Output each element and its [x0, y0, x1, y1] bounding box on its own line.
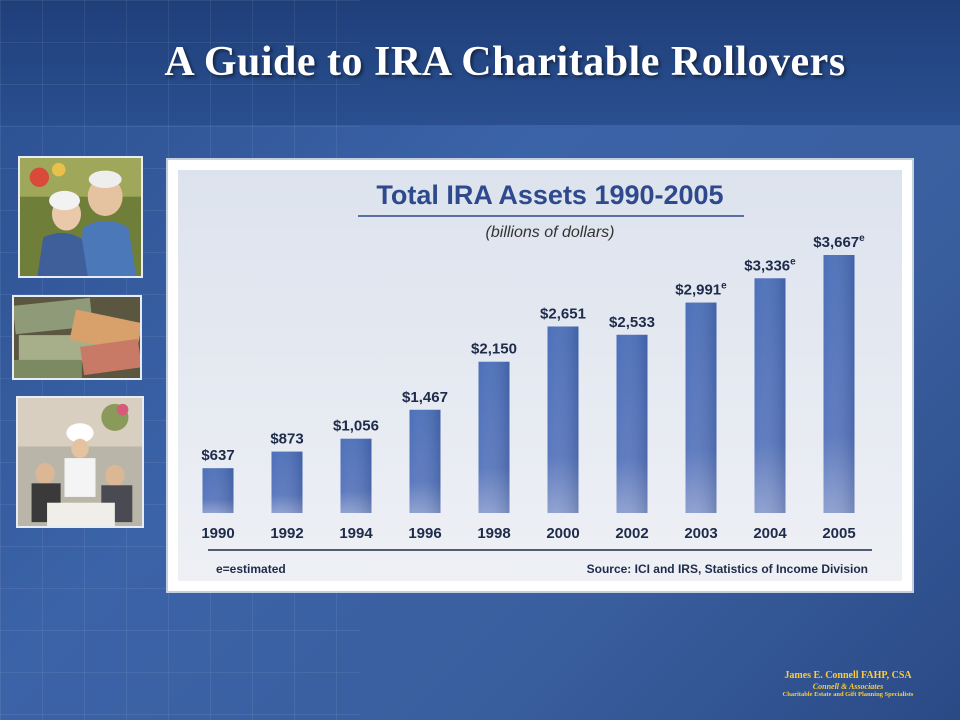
bar-shade-1992: [271, 451, 303, 513]
source-text: Source: ICI and IRS, Statistics of Incom…: [587, 562, 868, 576]
estimated-mark: e: [721, 281, 727, 292]
value-label-1996: $1,467: [402, 389, 448, 406]
bar-shade-1998: [478, 361, 510, 513]
x-tick-2003: 2003: [684, 525, 717, 542]
value-label-1994: $1,056: [333, 418, 379, 435]
footer-name: James E. Connell FAHP, CSA: [784, 670, 912, 681]
value-label-2002: $2,533: [609, 314, 655, 331]
bar-shade-2005: [823, 255, 855, 513]
bar-shade-1990: [202, 468, 234, 513]
bar-shade-2004: [754, 278, 786, 513]
x-tick-1996: 1996: [408, 525, 441, 542]
value-label-1998: $2,150: [471, 341, 517, 358]
bar-shade-2003: [685, 302, 717, 513]
ira-assets-bar-chart: Total IRA Assets 1990-2005 (billions of …: [201, 180, 872, 576]
estimated-mark: e: [859, 233, 865, 244]
bar-shade-2002: [616, 334, 648, 513]
value-label-2005: $3,667e: [813, 233, 865, 251]
bars-group: $637 1990 $873 1992 $1,056 1994 $1,467 1996 $2,1…: [201, 233, 865, 542]
slide-title: A Guide to IRA Charitable Rollovers: [164, 39, 846, 85]
chart-frame: Total IRA Assets 1990-2005 (billions of …: [166, 158, 914, 593]
bar-shade-1994: [340, 438, 372, 513]
chart-area: Total IRA Assets 1990-2005 (billions of …: [178, 170, 902, 581]
footer-tagline: Charitable Estate and Gift Planning Spec…: [782, 690, 914, 698]
footnote-text: e=estimated: [216, 562, 286, 576]
x-tick-2004: 2004: [753, 525, 787, 542]
value-label-2004: $3,336e: [744, 256, 796, 274]
title-band: [0, 0, 960, 125]
chart-subtitle: (billions of dollars): [486, 224, 615, 241]
money-photo: [12, 295, 142, 380]
x-tick-2005: 2005: [822, 525, 855, 542]
dining-group-photo: [16, 396, 144, 528]
value-label-1990: $637: [201, 447, 234, 464]
estimated-mark: e: [790, 256, 796, 267]
footer-company: Connell & Associates: [812, 681, 884, 691]
elderly-couple-photo: [18, 156, 143, 278]
x-tick-2002: 2002: [615, 525, 648, 542]
chart-title: Total IRA Assets 1990-2005: [376, 180, 723, 210]
value-label-2000: $2,651: [540, 305, 586, 322]
value-label-1992: $873: [270, 431, 303, 448]
bar-shade-2000: [547, 326, 579, 513]
x-tick-1998: 1998: [477, 525, 510, 542]
x-tick-2000: 2000: [546, 525, 579, 542]
x-tick-1994: 1994: [339, 525, 373, 542]
footer-credits: James E. Connell FAHP, CSA Connell & Ass…: [748, 670, 948, 698]
bar-shade-1996: [409, 409, 441, 513]
value-label-2003: $2,991e: [675, 281, 727, 299]
x-tick-1992: 1992: [270, 525, 303, 542]
x-tick-1990: 1990: [201, 525, 234, 542]
